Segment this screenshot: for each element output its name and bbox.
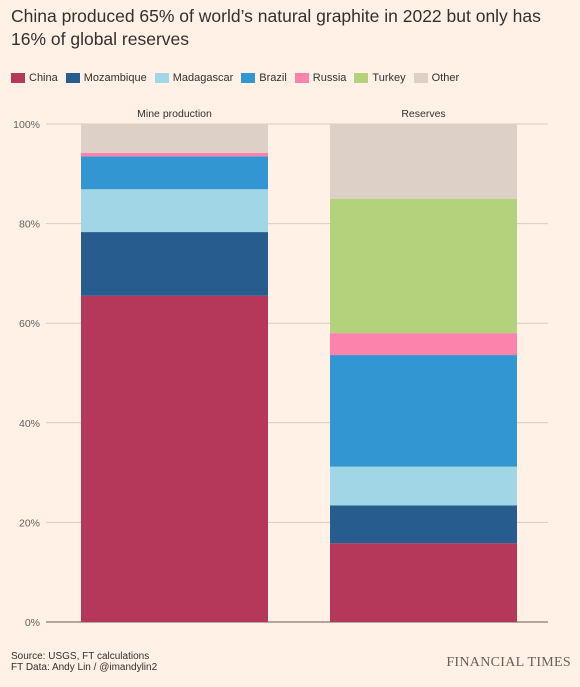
legend-item-turkey: Turkey xyxy=(354,72,406,84)
y-tick-label: 80% xyxy=(19,219,40,231)
bar-segment-russia xyxy=(81,152,268,157)
bar-segment-other xyxy=(330,124,517,199)
legend-label: Madagascar xyxy=(172,72,234,84)
chart-title: China produced 65% of world’s natural gr… xyxy=(11,6,541,49)
legend-swatch xyxy=(154,73,169,83)
bar-segment-other xyxy=(81,124,268,153)
credit-note: FT Data: Andy Lin / @imandylin2 xyxy=(11,662,158,673)
legend-label: Russia xyxy=(312,72,347,84)
legend-swatch xyxy=(294,73,309,83)
bar-segment-brazil xyxy=(81,156,268,190)
y-tick-label: 0% xyxy=(25,617,40,629)
legend-item-china: China xyxy=(11,72,58,84)
bar-segment-china xyxy=(330,543,517,622)
category-label: Mine production xyxy=(137,108,212,120)
legend-item-russia: Russia xyxy=(294,72,347,84)
legend-item-mozambique: Mozambique xyxy=(65,72,147,84)
bar-segment-russia xyxy=(330,333,517,356)
y-tick-label: 20% xyxy=(19,517,40,529)
source-note: Source: USGS, FT calculations xyxy=(11,651,150,662)
legend-label: Brazil xyxy=(259,72,287,84)
legend-label: Mozambique xyxy=(83,72,147,84)
legend-label: Other xyxy=(431,72,460,84)
y-tick-label: 40% xyxy=(19,418,40,430)
legend-swatch xyxy=(413,73,428,83)
y-tick-label: 100% xyxy=(13,119,40,131)
legend-label: China xyxy=(29,72,58,84)
bar-segment-mozambique xyxy=(330,505,517,544)
legend-label: Turkey xyxy=(372,72,406,84)
legend-swatch xyxy=(65,73,80,83)
category-label: Reserves xyxy=(401,108,445,120)
bar-segment-turkey xyxy=(330,198,517,334)
legend-item-brazil: Brazil xyxy=(241,72,287,84)
legend-item-madagascar: Madagascar xyxy=(154,72,234,84)
legend-swatch xyxy=(354,73,369,83)
brand-logo: FINANCIAL TIMES xyxy=(446,655,571,670)
legend-item-other: Other xyxy=(413,72,460,84)
bar-segment-mozambique xyxy=(81,232,268,296)
bar-segment-madagascar xyxy=(81,189,268,233)
legend-swatch xyxy=(11,73,25,83)
bar-segment-brazil xyxy=(330,355,517,467)
bar-segment-china xyxy=(81,295,268,622)
legend-swatch xyxy=(241,73,256,83)
footer: Source: USGS, FT calculations FT Data: A… xyxy=(11,651,157,673)
bar-segment-madagascar xyxy=(330,466,517,506)
y-tick-label: 60% xyxy=(19,318,40,330)
legend: China Mozambique Madagascar Brazil Russia Tur… xyxy=(11,71,467,85)
